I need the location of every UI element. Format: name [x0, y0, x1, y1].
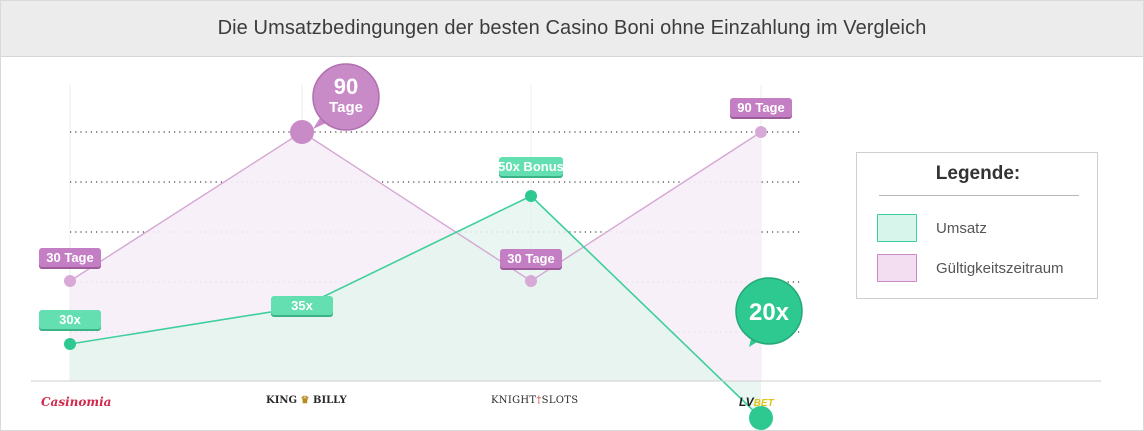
bubble-gueltigkeit-unit: Tage [329, 99, 363, 116]
legend-title: Legende: [935, 163, 1021, 184]
point-gueltigkeit-3 [755, 126, 767, 138]
point-gueltigkeit-0 [64, 275, 76, 287]
title-bar: Die Umsatzbedingungen der besten Casino … [1, 1, 1143, 57]
legend: Legende: Umsatz Gültigkeitszeitraum [856, 152, 1098, 299]
legend-item-umsatz: Umsatz [877, 213, 987, 243]
crown-icon: ♛ [300, 395, 310, 406]
logo-casinomia-text: Casinomia [41, 395, 112, 409]
legend-item-gueltigkeit: Gültigkeitszeitraum [877, 253, 1064, 283]
point-umsatz-2 [525, 190, 537, 202]
point-umsatz-3 [749, 406, 773, 430]
bubble-umsatz-value: 20x [749, 299, 790, 326]
label-umsatz-0-box [39, 310, 101, 329]
logo-knight-slots: KNIGHT†SLOTS [491, 395, 578, 406]
logo-casinomia: Casinomia [41, 395, 111, 409]
label-gueltigkeit-0-text: 30 Tage [46, 250, 93, 265]
label-gueltigkeit-3-text: 90 Tage [737, 100, 784, 115]
legend-label-gueltigkeit: Gültigkeitszeitraum [936, 259, 1064, 277]
legend-swatch-umsatz [877, 214, 917, 242]
legend-divider [879, 195, 1079, 196]
label-umsatz-1-box [271, 296, 333, 315]
legend-swatch-gueltigkeit [877, 254, 917, 282]
line-gueltigkeit [69, 131, 762, 282]
legend-label-umsatz: Umsatz [936, 219, 987, 237]
logo-knight-slots-right: SLOTS [541, 395, 579, 406]
sword-icon: † [536, 395, 542, 406]
point-gueltigkeit-1 [290, 120, 314, 144]
logo-lv-bet-right: BET [753, 398, 774, 409]
logo-king-billy-left: KING [266, 395, 298, 406]
bubble-umsatz [735, 277, 803, 345]
point-umsatz-0 [64, 338, 76, 350]
bubble-gueltigkeit [312, 63, 380, 131]
label-umsatz-1-text: 35x [291, 298, 313, 313]
line-umsatz [69, 195, 762, 419]
logo-lv-bet: LVBET [739, 395, 774, 409]
chart-title: Die Umsatzbedingungen der besten Casino … [217, 17, 927, 39]
logo-king-billy-right: BILLY [313, 395, 347, 406]
logo-knight-slots-left: KNIGHT [491, 395, 537, 406]
point-gueltigkeit-2 [525, 275, 537, 287]
bubble-gueltigkeit-value: 90 [334, 74, 358, 99]
label-gueltigkeit-2-text: 30 Tage [507, 251, 554, 266]
label-umsatz-0-text: 30x [59, 312, 81, 327]
logo-lv-bet-left: LV [739, 395, 754, 409]
label-umsatz-2-box [499, 157, 563, 176]
label-gueltigkeit-0-box [39, 248, 101, 267]
logo-king-billy: KING ♛ BILLY [266, 395, 347, 406]
label-gueltigkeit-3-box [730, 98, 792, 117]
label-umsatz-2-text: 50x Bonus [498, 159, 564, 174]
label-gueltigkeit-2-box [500, 249, 562, 268]
